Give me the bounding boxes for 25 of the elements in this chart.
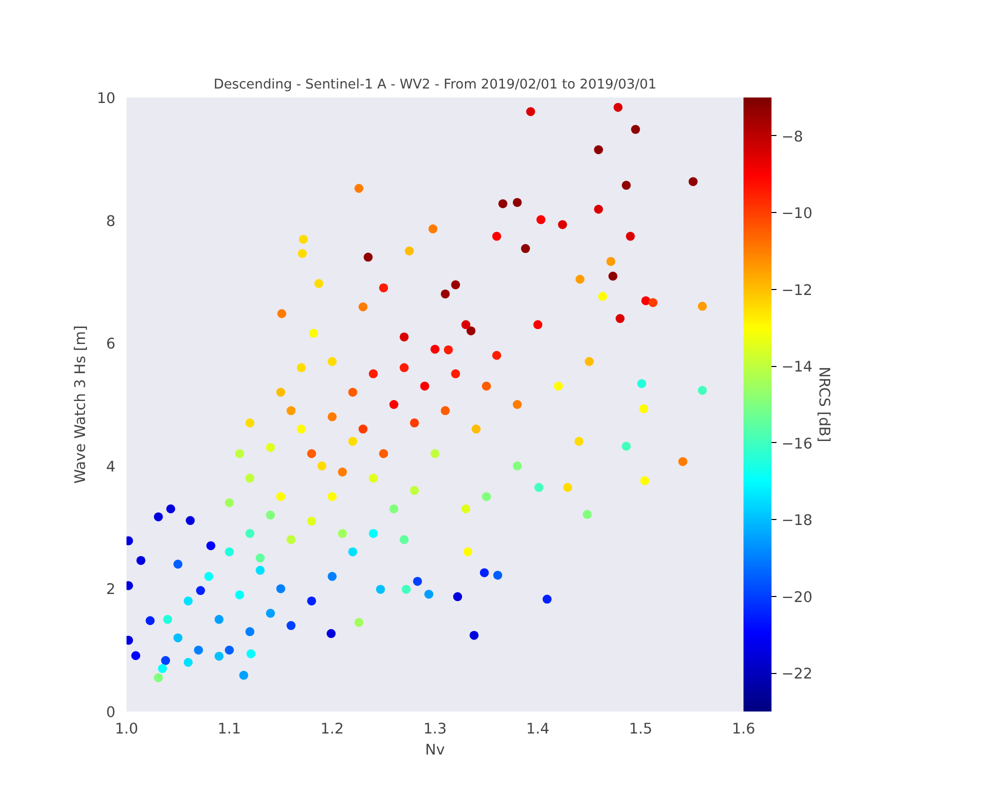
x-tick-label: 1.1	[218, 720, 241, 738]
x-tick-label: 1.5	[629, 720, 652, 738]
x-tick-label: 1.2	[320, 720, 344, 738]
y-tick-label: 4	[106, 458, 116, 476]
color-bar-title: NRCS [dB]	[816, 366, 832, 442]
y-tick-label: 6	[106, 336, 116, 353]
color-bar-label: −20	[782, 588, 812, 606]
color-bar-label: −18	[782, 512, 812, 530]
chart-title: Descending - Sentinel-1 A - WV2 - From 2019/02/01 to 2019/03/01	[214, 78, 656, 92]
color-bar-label: −10	[782, 205, 812, 222]
color-bar-label: −8	[782, 128, 804, 146]
color-bar-label: −22	[782, 666, 812, 683]
x-tick-label: 1.6	[732, 720, 756, 738]
color-bar-label: −12	[782, 282, 812, 299]
y-tick-label: 10	[96, 90, 116, 107]
x-tick-label: 1.4	[526, 720, 550, 738]
x-tick-label: 1.3	[423, 720, 447, 738]
y-axis-title: Wave Watch 3 Hs [m]	[72, 325, 89, 484]
y-tick-label: 0	[106, 704, 116, 721]
y-tick-label: 8	[106, 212, 116, 230]
x-axis-title: Nv	[425, 742, 446, 758]
y-tick-label: 2	[106, 581, 116, 598]
color-bar-label: −16	[782, 435, 812, 452]
color-bar-label: −14	[782, 358, 812, 376]
x-tick-label: 1.0	[114, 720, 138, 738]
